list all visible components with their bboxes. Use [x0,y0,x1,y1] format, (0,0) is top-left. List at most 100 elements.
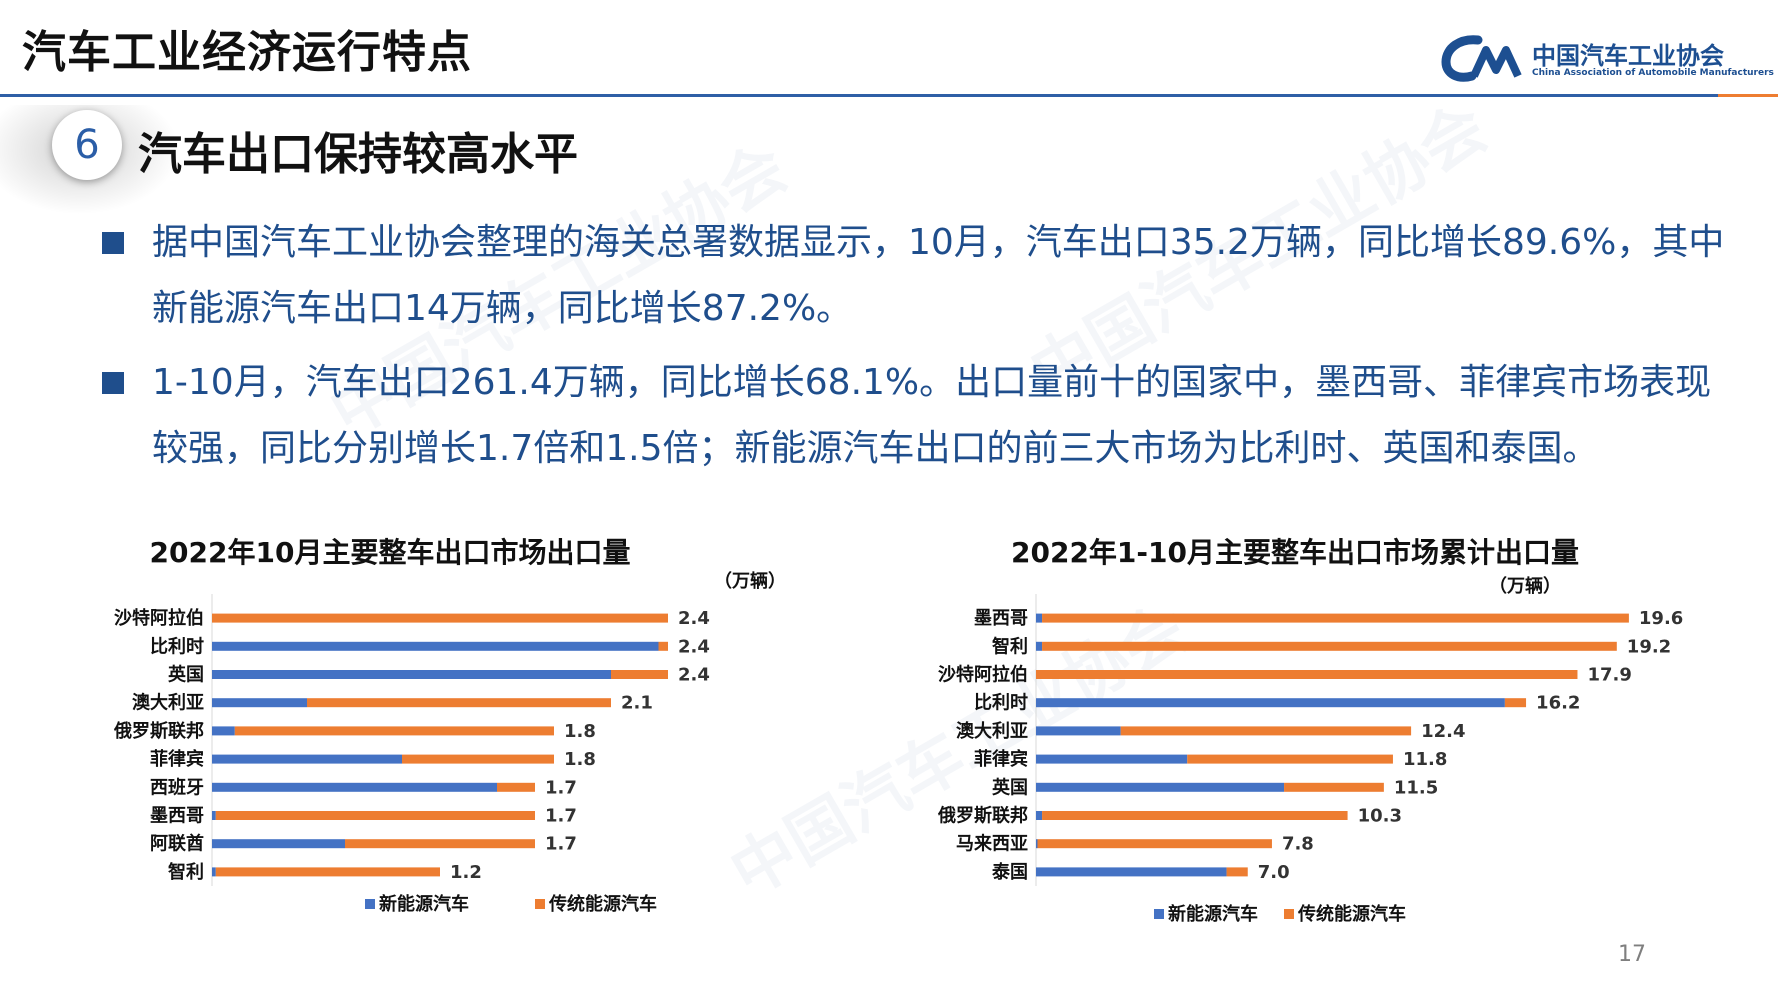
bar-segment-traditional [345,839,535,849]
value-label: 7.8 [1282,834,1314,855]
bullet-square-icon [102,232,124,254]
value-label: 1.8 [564,721,596,742]
october-export-chart: 2022年10月主要整车出口市场出口量 （万辆） 沙特阿拉伯 2.4 比利时 2.4 英国 2… [110,525,910,925]
category-label: 马来西亚 [956,834,1028,855]
legend-swatch-nev [365,899,375,909]
category-label: 菲律宾 [974,748,1028,770]
bar-segment-nev [212,782,497,792]
category-label: 智利 [168,861,204,883]
bar-segment-nev [212,867,216,877]
bullet-text: 1-10月，汽车出口261.4万辆，同比增长68.1%。出口量前十的国家中，墨西… [152,362,1712,469]
category-label: 英国 [991,776,1028,798]
bar-segment-traditional [1036,670,1578,679]
bullet-list: 据中国汽车工业协会整理的海关总署数据显示，10月，汽车出口35.2万辆，同比增长… [100,210,1740,490]
category-label: 阿联酋 [150,833,204,855]
legend-label: 传统能源汽车 [548,893,657,915]
bar-segment-traditional [1037,839,1272,849]
value-label: 11.5 [1394,777,1438,798]
category-label: 澳大利亚 [956,720,1028,742]
bar-segment-traditional [1042,641,1617,651]
category-label: 比利时 [150,635,204,657]
bar-segment-nev [1036,754,1188,764]
value-label: 19.6 [1639,608,1683,629]
bar-segment-nev [1036,698,1505,708]
bullet-item: 据中国汽车工业协会整理的海关总署数据显示，10月，汽车出口35.2万辆，同比增长… [100,210,1740,342]
category-label: 澳大利亚 [132,692,204,714]
bar-segment-nev [212,811,216,820]
value-label: 1.8 [564,749,596,770]
bar-segment-traditional [402,754,554,764]
value-label: 1.7 [545,777,577,798]
logo-text-en: China Association of Automobile Manufact… [1532,68,1774,78]
bar-segment-traditional [215,811,536,820]
category-label: 比利时 [974,692,1028,714]
unit-label: （万辆） [714,570,786,592]
category-label: 英国 [167,664,204,686]
bar-segment-nev [212,726,235,736]
bar-segment-traditional [1120,726,1412,736]
category-label: 墨西哥 [150,806,204,827]
unit-label: （万辆） [1489,575,1561,597]
bar-segment-traditional [1504,698,1527,708]
bar-segment-traditional [307,698,611,708]
bar-segment-nev [212,839,345,849]
bar-segment-traditional [1284,782,1384,792]
value-label: 2.4 [678,608,710,629]
caam-logo-icon [1441,35,1522,82]
header-divider-accent [1718,94,1778,97]
legend-label: 传统能源汽车 [1297,903,1406,925]
section-title: 汽车出口保持较高水平 [138,129,578,180]
value-label: 2.1 [621,693,653,714]
category-label: 俄罗斯联邦 [937,805,1028,827]
bar-segment-nev [1036,839,1038,849]
category-label: 西班牙 [150,777,204,798]
legend-swatch-nev [1154,909,1164,919]
bar-segment-traditional [611,670,668,679]
header-divider [0,94,1778,97]
value-label: 12.4 [1421,721,1465,742]
category-label: 沙特阿拉伯 [114,607,204,629]
category-label: 俄罗斯联邦 [113,720,204,742]
bar-segment-nev [1036,613,1043,623]
category-label: 菲律宾 [150,748,204,770]
legend-label: 新能源汽车 [1168,903,1258,925]
bullet-text: 据中国汽车工业协会整理的海关总署数据显示，10月，汽车出口35.2万辆，同比增长… [152,222,1725,329]
value-label: 2.4 [678,636,710,657]
value-label: 10.3 [1358,806,1402,827]
bar-segment-nev [1036,726,1121,736]
bar-segment-traditional [497,782,535,792]
value-label: 1.7 [545,834,577,855]
bar-segment-nev [212,698,307,708]
value-label: 17.9 [1587,665,1631,686]
bar-segment-traditional [215,867,440,877]
bar-segment-nev [1036,867,1227,877]
logo-text-cn: 中国汽车工业协会 [1532,42,1724,70]
legend-swatch-traditional [1284,909,1294,919]
value-label: 1.7 [545,806,577,827]
value-label: 7.0 [1258,862,1290,883]
jan-oct-export-chart: 2022年1-10月主要整车出口市场累计出口量 （万辆） 墨西哥 19.6 智利 19.2… [900,525,1760,935]
value-label: 11.8 [1403,749,1447,770]
bar-segment-nev [1036,641,1043,651]
bar-segment-nev [212,670,611,679]
section-number-badge: 6 [52,110,122,180]
legend-label: 新能源汽车 [379,893,469,915]
bar-segment-nev [212,641,659,651]
bar-segment-traditional [1042,811,1348,820]
bar-segment-nev [1036,782,1285,792]
value-label: 19.2 [1627,636,1671,657]
bar-segment-traditional [234,726,555,736]
category-label: 泰国 [991,861,1028,883]
october-export-chart-svg: 2022年10月主要整车出口市场出口量 （万辆） 沙特阿拉伯 2.4 比利时 2.4 英国 2… [113,536,786,915]
bar-segment-nev [212,754,402,764]
value-label: 2.4 [678,665,710,686]
bar-segment-nev [1036,811,1043,820]
bar-segment-traditional [212,613,668,623]
value-label: 16.2 [1536,693,1580,714]
legend-swatch-traditional [535,899,545,909]
value-label: 1.2 [450,862,482,883]
chart-title: 2022年1-10月主要整车出口市场累计出口量 [1011,536,1579,569]
bullet-square-icon [102,372,124,394]
bar-segment-traditional [658,641,668,651]
jan-oct-export-chart-svg: 2022年1-10月主要整车出口市场累计出口量 （万辆） 墨西哥 19.6 智利 19.2… [937,536,1683,925]
